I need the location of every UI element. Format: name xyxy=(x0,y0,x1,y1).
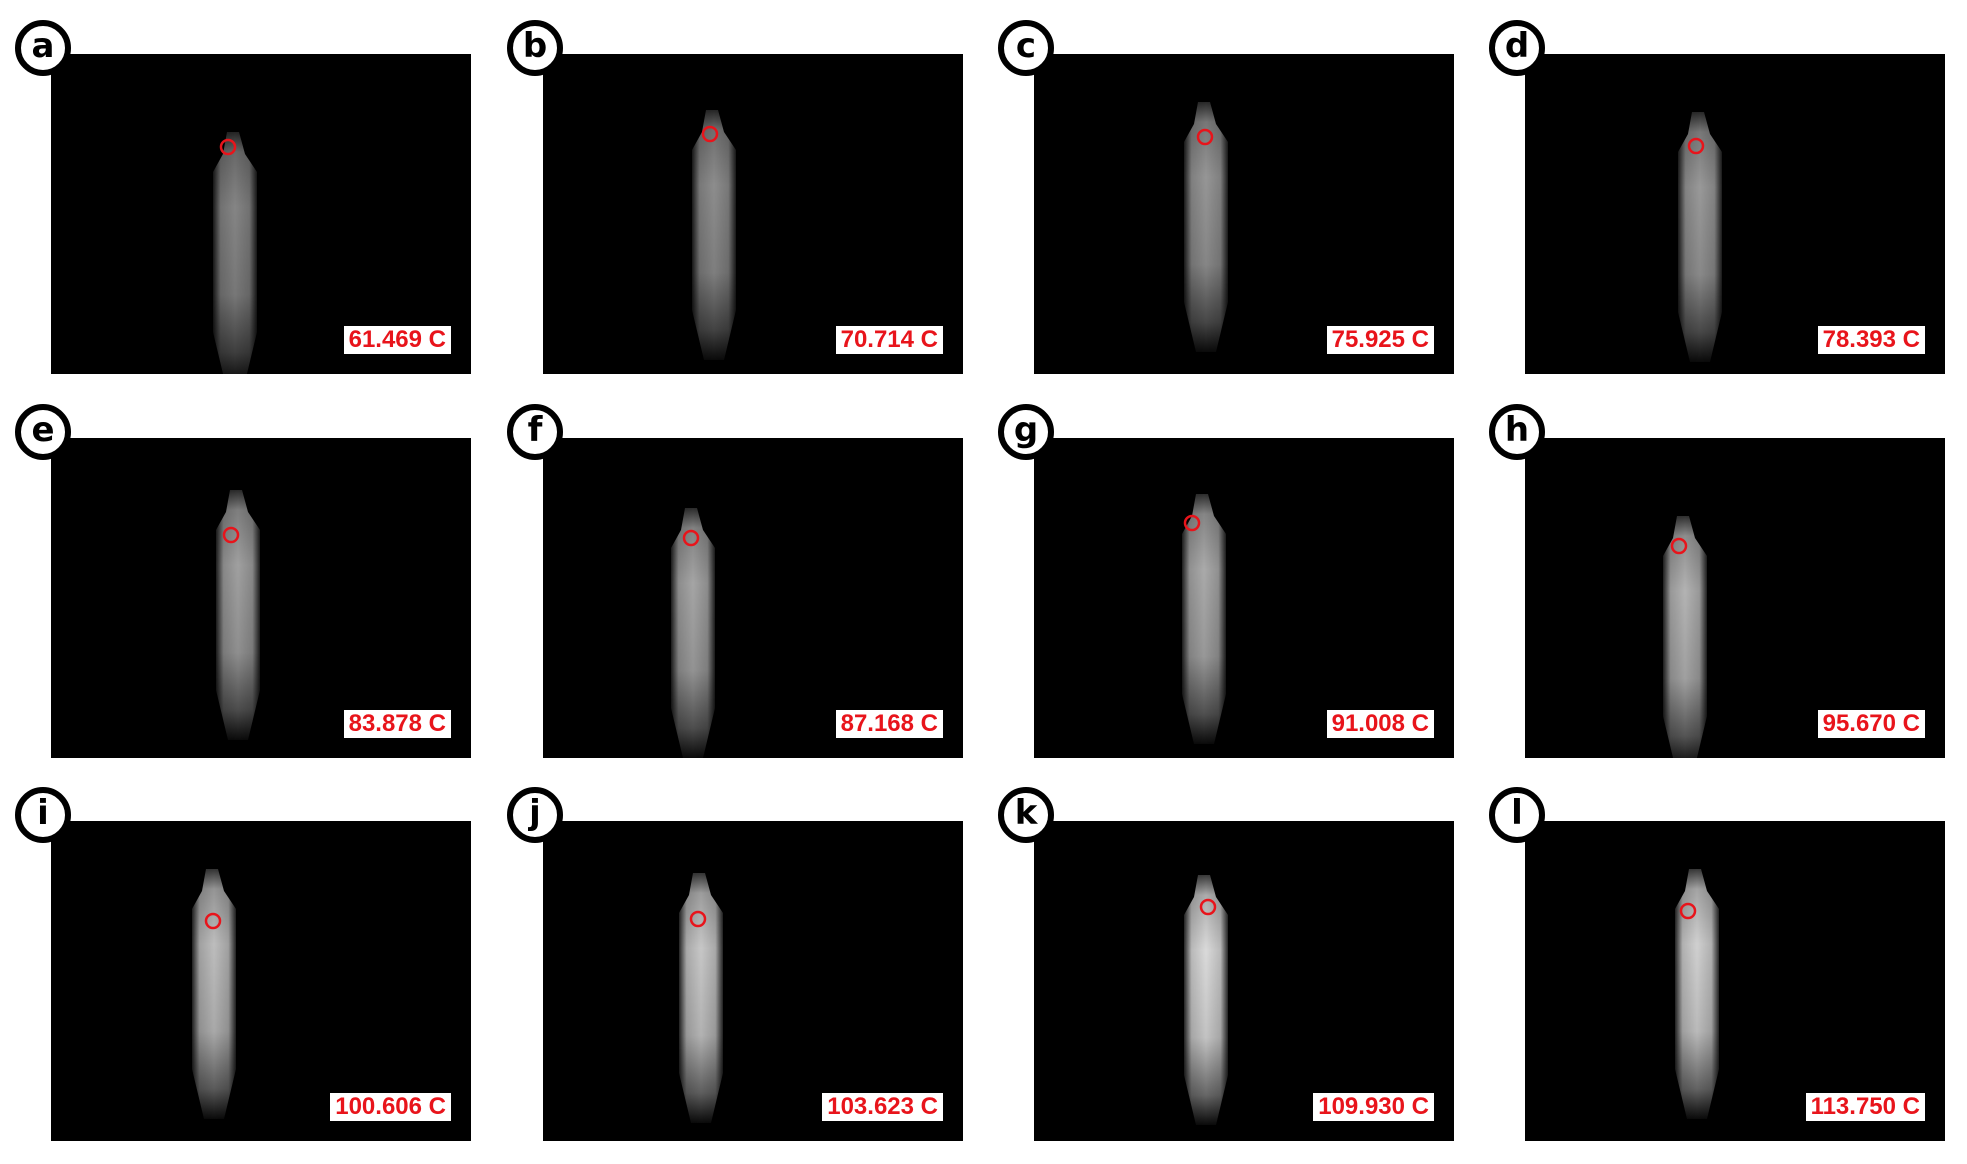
thermal-panel-g: g 91.008 C xyxy=(998,404,1454,758)
heated-object-blob xyxy=(1182,494,1226,744)
heated-object-blob xyxy=(1184,102,1228,352)
circle-marker-icon xyxy=(1199,898,1217,916)
thermal-image xyxy=(1184,102,1228,352)
panel-label-badge: g xyxy=(998,404,1054,460)
thermal-image-frame: 103.623 C xyxy=(543,821,963,1141)
panel-label-text: k xyxy=(1014,793,1038,833)
thermal-image-frame: 78.393 C xyxy=(1525,54,1945,374)
panel-label-text: c xyxy=(1015,26,1037,66)
thermal-image xyxy=(1184,875,1228,1125)
temperature-readout: 78.393 C xyxy=(1817,326,1925,354)
temperature-readout: 83.878 C xyxy=(343,710,451,738)
panel-label-badge: i xyxy=(15,787,71,843)
circle-marker-icon xyxy=(1183,514,1201,532)
thermal-image xyxy=(192,869,236,1119)
heated-object-blob xyxy=(192,869,236,1119)
circle-marker-icon xyxy=(1687,137,1705,155)
temperature-readout: 103.623 C xyxy=(822,1093,943,1121)
heated-object-blob xyxy=(692,110,736,360)
thermal-image-frame: 100.606 C xyxy=(51,821,471,1141)
thermal-image xyxy=(679,873,723,1123)
circle-marker-icon xyxy=(204,912,222,930)
panel-label-text: b xyxy=(522,26,548,66)
heated-object-blob xyxy=(1678,112,1722,362)
temperature-readout: 113.750 C xyxy=(1805,1093,1925,1121)
heated-object-blob xyxy=(679,873,723,1123)
circle-marker-icon xyxy=(1670,537,1688,555)
panel-label-badge: h xyxy=(1489,404,1545,460)
temperature-readout: 100.606 C xyxy=(330,1093,451,1121)
heated-object-blob xyxy=(213,132,257,374)
thermal-image xyxy=(1678,112,1722,362)
panel-label-text: j xyxy=(529,793,541,833)
circle-marker-icon xyxy=(689,910,707,928)
thermal-image-frame: 109.930 C xyxy=(1034,821,1454,1141)
circle-marker-icon xyxy=(1196,128,1214,146)
thermal-panel-c: c 75.925 C xyxy=(998,20,1454,374)
temperature-readout: 75.925 C xyxy=(1326,326,1434,354)
temperature-readout: 61.469 C xyxy=(343,326,451,354)
temperature-readout: 95.670 C xyxy=(1817,710,1925,738)
thermal-panel-i: i 100.606 C xyxy=(15,787,471,1141)
thermal-image-frame: 70.714 C xyxy=(543,54,963,374)
panel-label-badge: j xyxy=(507,787,563,843)
panel-label-badge: d xyxy=(1489,20,1545,76)
thermal-panel-e: e 83.878 C xyxy=(15,404,471,758)
heated-object-blob xyxy=(1675,869,1719,1119)
thermal-image-frame: 95.670 C xyxy=(1525,438,1945,758)
circle-marker-icon xyxy=(222,526,240,544)
temperature-readout: 70.714 C xyxy=(835,326,943,354)
thermal-panel-j: j 103.623 C xyxy=(507,787,963,1141)
circle-marker-icon xyxy=(701,125,719,143)
panel-label-badge: l xyxy=(1489,787,1545,843)
temperature-readout: 109.930 C xyxy=(1313,1093,1434,1121)
thermal-panel-h: h 95.670 C xyxy=(1489,404,1945,758)
thermal-panel-f: f 87.168 C xyxy=(507,404,963,758)
thermal-image-frame: 75.925 C xyxy=(1034,54,1454,374)
heated-object-blob xyxy=(671,508,715,758)
panel-label-badge: f xyxy=(507,404,563,460)
thermal-image xyxy=(213,132,257,374)
temperature-readout: 87.168 C xyxy=(835,710,943,738)
panel-label-badge: e xyxy=(15,404,71,460)
thermal-panel-k: k 109.930 C xyxy=(998,787,1454,1141)
thermal-image-frame: 61.469 C xyxy=(51,54,471,374)
panel-label-text: h xyxy=(1504,410,1530,450)
temperature-readout: 91.008 C xyxy=(1326,710,1434,738)
thermal-image xyxy=(671,508,715,758)
circle-marker-icon xyxy=(1679,902,1697,920)
thermal-panel-b: b 70.714 C xyxy=(507,20,963,374)
heated-object-blob xyxy=(1663,516,1707,758)
thermal-panel-a: a 61.469 C xyxy=(15,20,471,374)
thermal-image xyxy=(1675,869,1719,1119)
thermal-panel-d: d 78.393 C xyxy=(1489,20,1945,374)
thermal-image-frame: 87.168 C xyxy=(543,438,963,758)
thermal-image-frame: 83.878 C xyxy=(51,438,471,758)
thermal-image xyxy=(1182,494,1226,744)
panel-label-text: a xyxy=(31,26,55,66)
thermal-panel-l: l 113.750 C xyxy=(1489,787,1945,1141)
panel-label-text: e xyxy=(31,410,55,450)
thermal-image xyxy=(692,110,736,360)
panel-label-text: d xyxy=(1504,26,1530,66)
panel-label-badge: c xyxy=(998,20,1054,76)
panel-label-badge: k xyxy=(998,787,1054,843)
panel-label-text: l xyxy=(1511,793,1523,833)
panel-label-badge: a xyxy=(15,20,71,76)
panel-label-text: g xyxy=(1013,410,1039,450)
panel-label-text: i xyxy=(37,793,49,833)
heated-object-blob xyxy=(216,490,260,740)
thermal-image xyxy=(216,490,260,740)
circle-marker-icon xyxy=(219,138,237,156)
heated-object-blob xyxy=(1184,875,1228,1125)
circle-marker-icon xyxy=(682,529,700,547)
panel-label-text: f xyxy=(527,410,543,450)
thermal-image-frame: 113.750 C xyxy=(1525,821,1945,1141)
thermal-image-frame: 91.008 C xyxy=(1034,438,1454,758)
panel-label-badge: b xyxy=(507,20,563,76)
thermal-image xyxy=(1663,516,1707,758)
